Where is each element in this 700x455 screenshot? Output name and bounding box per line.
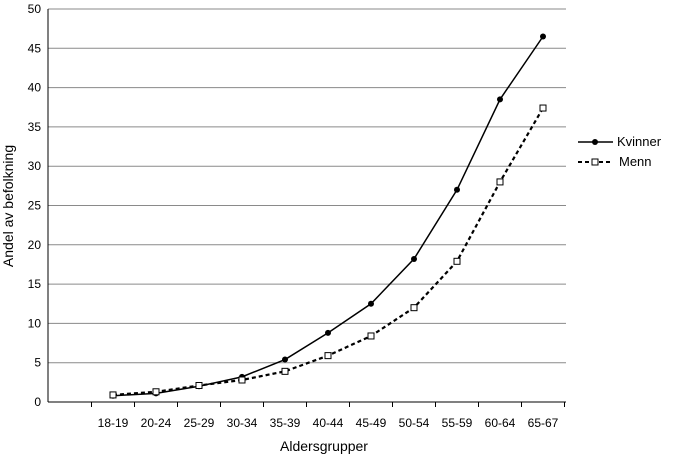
series-line-kvinner [112, 36, 544, 397]
x-tick-50-54: 50-54 [399, 416, 430, 430]
y-tick-25: 25 [28, 199, 42, 213]
y-tick-40: 40 [28, 81, 42, 95]
y-tick-10: 10 [28, 316, 42, 330]
legend-kvinner-label: Kvinner [617, 134, 662, 149]
x-tick-60-64: 60-64 [485, 416, 516, 430]
y-tick-45: 45 [28, 41, 42, 55]
point-kvinner-60-64 [497, 96, 503, 103]
point-menn-30-34 [238, 376, 246, 384]
y-tick-15: 15 [28, 277, 42, 291]
x-axis-label: Aldersgrupper [280, 438, 368, 454]
point-menn-40-44 [324, 352, 332, 360]
y-tick-labels: 0 5 10 15 20 25 30 35 40 45 50 [28, 2, 42, 409]
point-kvinner-50-54 [411, 255, 417, 262]
y-tick-5: 5 [34, 356, 41, 370]
gridlines [48, 8, 566, 364]
point-kvinner-65-67 [540, 33, 546, 40]
x-tick-labels: 18-19 20-24 25-29 30-34 35-39 40-44 45-49 50-54… [98, 416, 559, 430]
legend-menn-marker [591, 158, 599, 166]
point-menn-50-54 [410, 304, 418, 312]
y-tick-35: 35 [28, 120, 42, 134]
legend: Kvinner Menn [578, 134, 662, 169]
y-tick-0: 0 [34, 395, 41, 409]
point-kvinner-35-39 [282, 356, 288, 363]
x-tick-55-59: 55-59 [442, 416, 473, 430]
point-menn-60-64 [496, 178, 504, 186]
legend-menn-label: Menn [619, 154, 652, 169]
point-menn-35-39 [281, 367, 289, 375]
point-menn-65-67 [539, 104, 547, 112]
point-menn-45-49 [367, 332, 375, 340]
x-tick-65-67: 65-67 [528, 416, 559, 430]
x-tick-20-24: 20-24 [141, 416, 172, 430]
y-tick-30: 30 [28, 159, 42, 173]
point-kvinner-40-44 [325, 329, 331, 336]
point-menn-20-24 [152, 388, 160, 396]
y-tick-20: 20 [28, 238, 42, 252]
y-axis-label: Andel av befolkning [0, 145, 16, 267]
point-kvinner-55-59 [454, 186, 460, 193]
axes [47, 9, 566, 407]
series-markers [109, 33, 547, 399]
x-tick-30-34: 30-34 [227, 416, 258, 430]
point-menn-25-29 [195, 381, 203, 389]
x-tick-40-44: 40-44 [313, 416, 344, 430]
point-menn-18-19 [109, 391, 117, 399]
x-tick-25-29: 25-29 [184, 416, 215, 430]
legend-kvinner-marker [592, 139, 598, 145]
point-menn-55-59 [453, 257, 461, 265]
x-tick-18-19: 18-19 [98, 416, 129, 430]
y-tick-50: 50 [28, 2, 42, 16]
series-lines [112, 36, 544, 397]
x-tick-45-49: 45-49 [356, 416, 387, 430]
series-line-menn [112, 107, 544, 397]
point-kvinner-45-49 [368, 300, 374, 307]
x-tick-35-39: 35-39 [270, 416, 301, 430]
